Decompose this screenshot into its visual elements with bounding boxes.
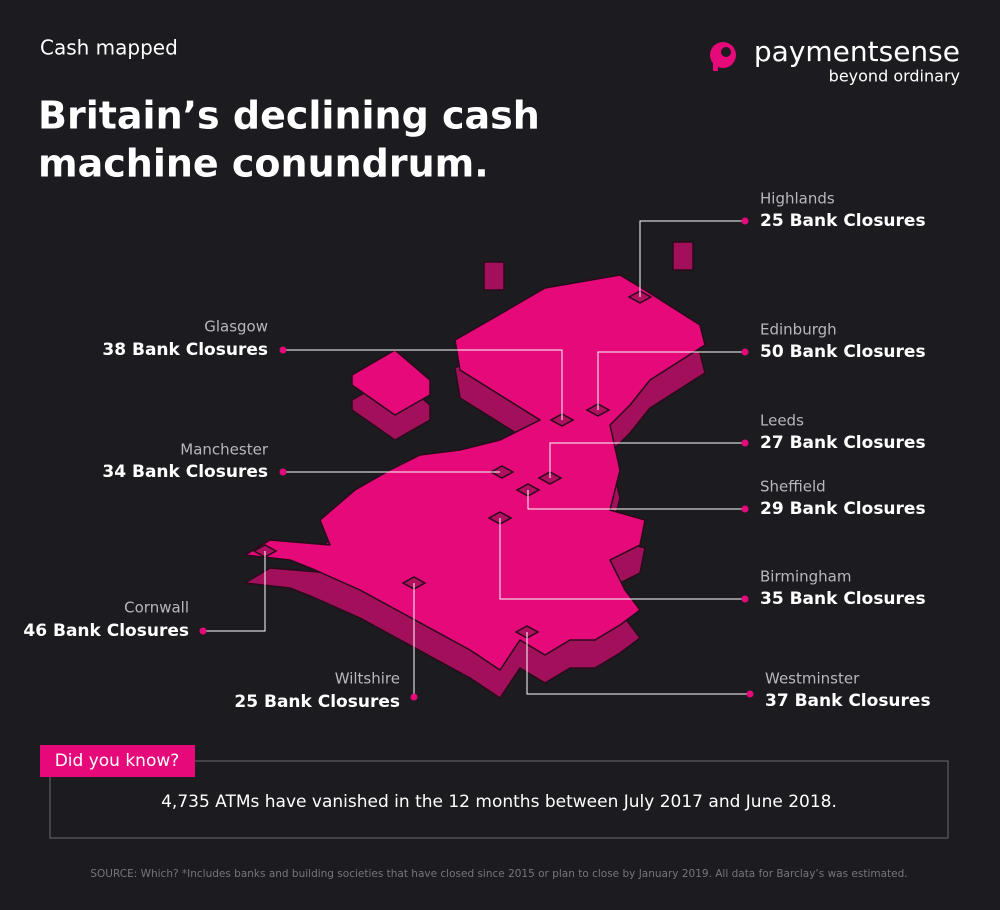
leader-line [527, 490, 745, 510]
leader-line [283, 349, 563, 420]
island [483, 261, 505, 291]
leader-dot [741, 348, 749, 356]
logo-icon-stem [713, 55, 718, 71]
leader-line [499, 518, 745, 600]
location-name: Sheffield [760, 478, 826, 496]
location-closures: 50 Bank Closures [760, 342, 926, 362]
location-name: Highlands [760, 190, 835, 208]
location-name: Manchester [180, 441, 269, 459]
location-name: Cornwall [124, 599, 189, 617]
location-name: Wiltshire [335, 670, 400, 688]
callout-tab-text: Did you know? [55, 751, 180, 771]
leader-line [203, 551, 266, 632]
location-closures: 38 Bank Closures [102, 340, 268, 360]
callout-tab [40, 745, 195, 777]
leader-dot [741, 595, 749, 603]
location-closures: 46 Bank Closures [23, 621, 189, 641]
location-closures: 29 Bank Closures [760, 499, 926, 519]
title: Britain’s declining cash [38, 94, 540, 138]
leader-dot [279, 346, 287, 354]
logo-tagline: beyond ordinary [829, 67, 960, 86]
leader-dot [741, 217, 749, 225]
leader-dot [410, 693, 418, 701]
logo-name: paymentsense [754, 35, 960, 68]
location-closures: 34 Bank Closures [102, 462, 268, 482]
labels: Highlands 25 Bank Closures Glasgow 38 Bank … [23, 190, 930, 713]
leader-dot [279, 468, 287, 476]
location-name: Westminster [765, 670, 860, 688]
leader-dot [746, 690, 754, 698]
leader-dot [741, 439, 749, 447]
kicker: Cash mapped [40, 36, 178, 60]
location-closures: 27 Bank Closures [760, 433, 926, 453]
location-closures: 25 Bank Closures [760, 211, 926, 231]
location-closures: 37 Bank Closures [765, 691, 931, 711]
island [672, 241, 694, 271]
leader-line [549, 442, 745, 478]
callout-box [49, 760, 949, 839]
location-closures: 25 Bank Closures [234, 692, 400, 712]
logo-icon-hole [721, 47, 731, 57]
logo: paymentsense beyond ordinary [710, 35, 960, 86]
leader-line [597, 351, 745, 410]
leader-line [526, 632, 750, 695]
leader-dot [741, 505, 749, 513]
location-closures: 35 Bank Closures [760, 589, 926, 609]
location-name: Edinburgh [760, 321, 837, 339]
location-name: Birmingham [760, 568, 851, 586]
title: machine conundrum. [38, 142, 489, 186]
source: SOURCE: Which? *Includes banks and build… [90, 868, 907, 880]
leader-line [639, 220, 745, 297]
marker [489, 465, 515, 479]
leader-dot [199, 627, 207, 635]
callout-text: 4,735 ATMs have vanished in the 12 month… [161, 792, 837, 812]
location-name: Leeds [760, 412, 804, 430]
location-name: Glasgow [204, 318, 268, 336]
